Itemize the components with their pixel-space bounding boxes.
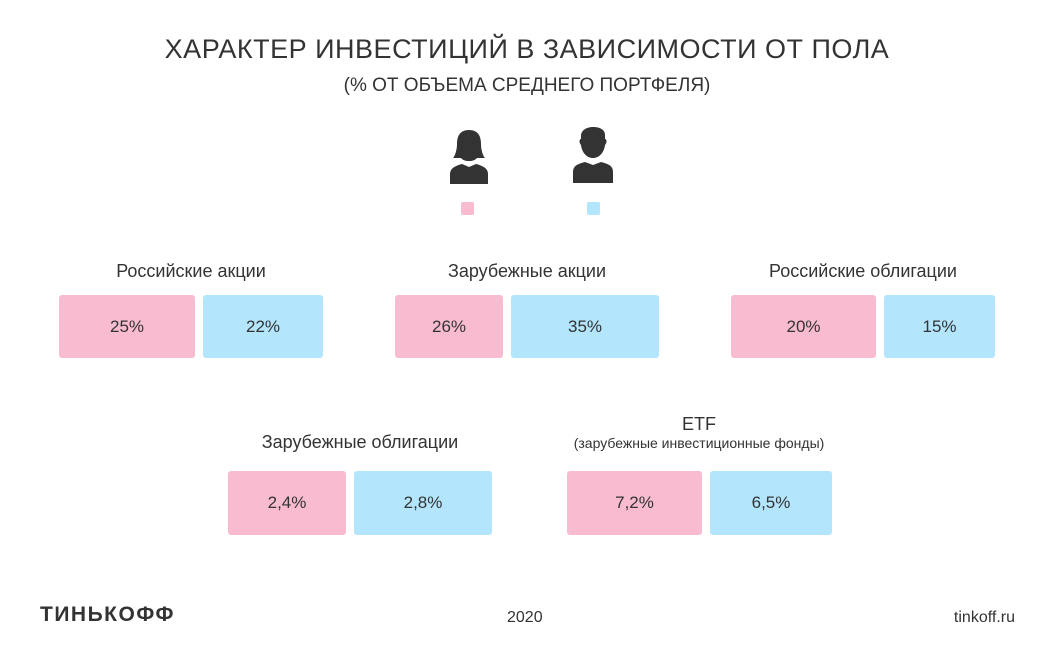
female-value-box: 25% [59,295,195,358]
year: 2020 [507,609,543,626]
site-url: tinkoff.ru [953,609,1015,626]
woman-icon [450,130,488,184]
female-value-box: 7,2% [567,471,702,535]
female-value-box: 20% [731,295,876,358]
male-value-box: 22% [203,295,323,358]
category-label: Зарубежные акции [447,261,607,281]
male-value-box: 2,8% [354,471,492,535]
male-value-box: 15% [884,295,995,358]
female-value-box: 26% [395,295,503,358]
category-sublabel: (зарубежные инвестиционные фонды) [573,435,825,451]
category-label: Российские акции [116,261,266,281]
legend-female-swatch [461,202,474,215]
category-label: Российские облигации [769,261,957,281]
male-value-box: 35% [511,295,659,358]
male-value-box: 6,5% [710,471,832,535]
chart-title: ХАРАКТЕР ИНВЕСТИЦИЙ В ЗАВИСИМОСТИ ОТ ПОЛ… [164,34,890,64]
tinkoff-logo: ТИНЬКОФФ [40,603,175,626]
category-label: ETF [682,414,716,434]
chart-subtitle: (% ОТ ОБЪЕМА СРЕДНЕГО ПОРТФЕЛЯ) [343,75,711,96]
legend-male-swatch [587,202,600,215]
category-label: Зарубежные облигации [261,432,459,452]
man-icon [573,127,613,183]
female-value-box: 2,4% [228,471,346,535]
